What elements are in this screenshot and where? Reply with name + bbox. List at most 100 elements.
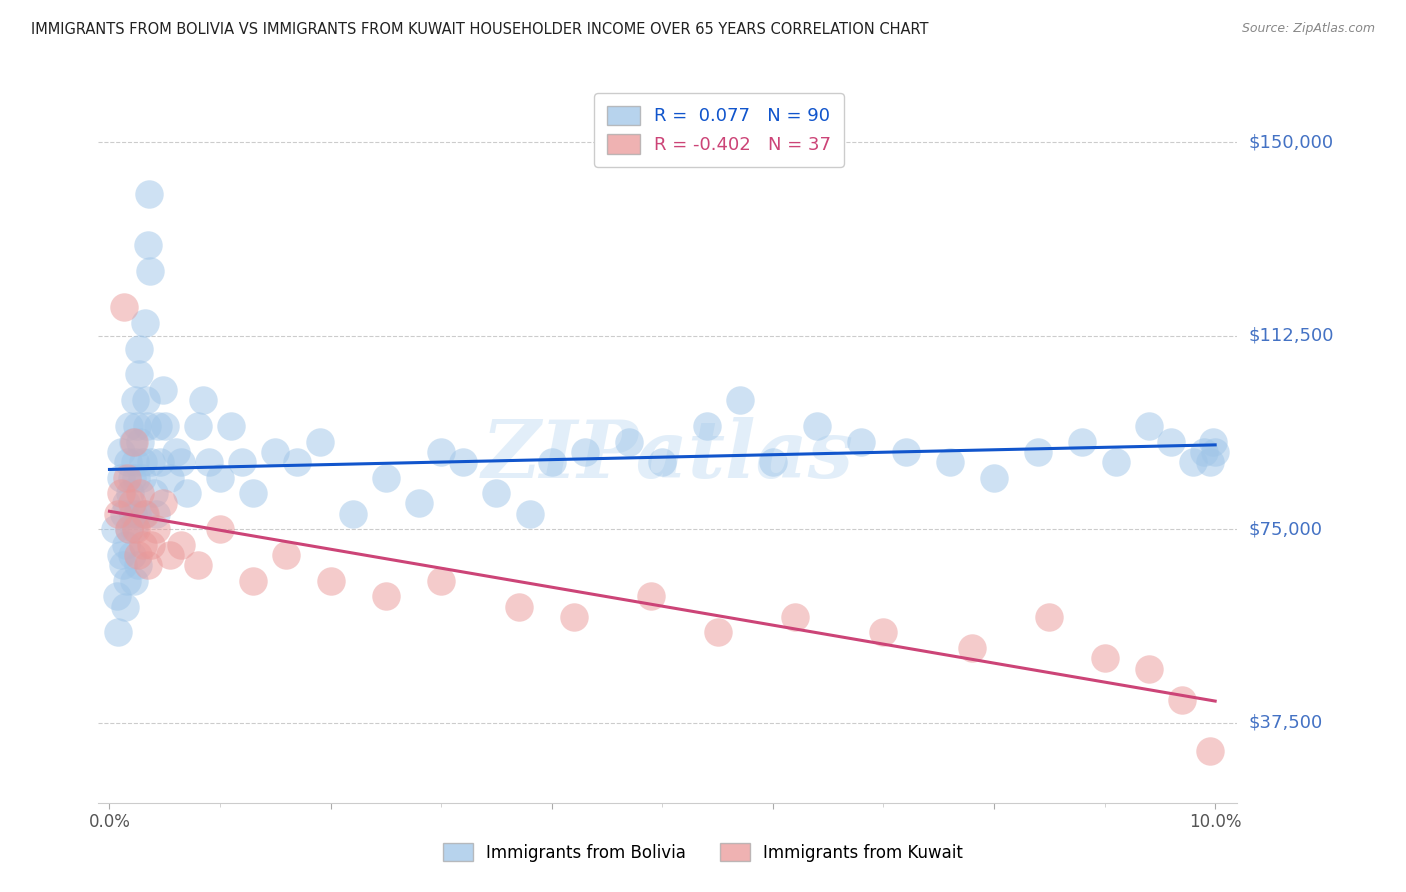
Text: Source: ZipAtlas.com: Source: ZipAtlas.com <box>1241 22 1375 36</box>
Point <box>1198 455 1220 469</box>
Point <box>110 445 132 459</box>
Point <box>145 507 167 521</box>
Text: $37,500: $37,500 <box>1249 714 1323 731</box>
Point <box>127 507 149 521</box>
Point <box>276 548 298 562</box>
Point <box>122 434 145 449</box>
Point <box>141 538 163 552</box>
Point <box>783 610 806 624</box>
Point <box>187 419 209 434</box>
Point <box>170 538 193 552</box>
Point <box>131 471 153 485</box>
Point <box>894 445 917 459</box>
Point <box>374 471 396 485</box>
Point <box>728 393 751 408</box>
Point <box>170 455 193 469</box>
Point <box>374 590 396 604</box>
Point <box>118 419 141 434</box>
Point <box>134 507 156 521</box>
Point <box>640 590 662 604</box>
Point <box>120 486 142 500</box>
Point <box>136 558 159 573</box>
Point <box>983 471 1005 485</box>
Point <box>152 496 174 510</box>
Point <box>1192 445 1215 459</box>
Point <box>127 548 149 562</box>
Text: $75,000: $75,000 <box>1249 520 1323 538</box>
Point <box>696 419 718 434</box>
Point <box>134 316 156 330</box>
Point <box>135 393 157 408</box>
Point <box>408 496 430 510</box>
Point <box>872 625 894 640</box>
Point <box>960 640 983 655</box>
Point <box>1182 455 1205 469</box>
Point <box>219 419 242 434</box>
Point <box>430 445 453 459</box>
Point <box>1104 455 1126 469</box>
Point <box>1137 662 1160 676</box>
Point <box>129 486 152 500</box>
Point <box>242 574 264 588</box>
Point <box>128 342 150 356</box>
Point <box>115 538 138 552</box>
Point <box>121 548 143 562</box>
Point <box>198 455 221 469</box>
Point <box>153 419 176 434</box>
Point <box>112 301 135 315</box>
Point <box>107 625 129 640</box>
Point <box>209 471 232 485</box>
Point <box>762 455 785 469</box>
Point <box>122 522 145 536</box>
Text: ZIPatlas: ZIPatlas <box>482 417 853 495</box>
Point <box>136 419 159 434</box>
Point <box>806 419 828 434</box>
Legend: Immigrants from Bolivia, Immigrants from Kuwait: Immigrants from Bolivia, Immigrants from… <box>434 835 972 871</box>
Point <box>1038 610 1060 624</box>
Point <box>562 610 585 624</box>
Point <box>508 599 530 614</box>
Point <box>124 393 146 408</box>
Point <box>1204 445 1226 459</box>
Point <box>176 486 198 500</box>
Point <box>209 522 232 536</box>
Point <box>141 455 163 469</box>
Point <box>159 548 181 562</box>
Point <box>125 471 148 485</box>
Point <box>114 599 136 614</box>
Point <box>453 455 475 469</box>
Point <box>149 455 172 469</box>
Point <box>1137 419 1160 434</box>
Text: $150,000: $150,000 <box>1249 133 1333 152</box>
Point <box>152 383 174 397</box>
Point <box>187 558 209 573</box>
Point <box>112 507 135 521</box>
Point <box>128 368 150 382</box>
Legend: R =  0.077   N = 90, R = -0.402   N = 37: R = 0.077 N = 90, R = -0.402 N = 37 <box>595 93 844 167</box>
Point <box>145 522 167 536</box>
Point <box>1171 692 1194 706</box>
Point <box>159 471 181 485</box>
Point <box>287 455 309 469</box>
Point <box>706 625 728 640</box>
Point <box>121 496 143 510</box>
Point <box>117 455 139 469</box>
Point <box>146 419 169 434</box>
Point <box>165 445 187 459</box>
Point <box>129 434 152 449</box>
Point <box>1026 445 1049 459</box>
Point <box>136 238 159 252</box>
Point <box>851 434 873 449</box>
Point <box>1202 434 1225 449</box>
Point <box>115 471 138 485</box>
Point <box>104 522 127 536</box>
Point <box>231 455 253 469</box>
Point <box>142 486 165 500</box>
Point <box>122 574 145 588</box>
Point <box>1198 744 1220 758</box>
Point <box>519 507 541 521</box>
Point <box>124 455 146 469</box>
Point <box>308 434 330 449</box>
Point <box>132 507 155 521</box>
Point <box>1094 651 1116 665</box>
